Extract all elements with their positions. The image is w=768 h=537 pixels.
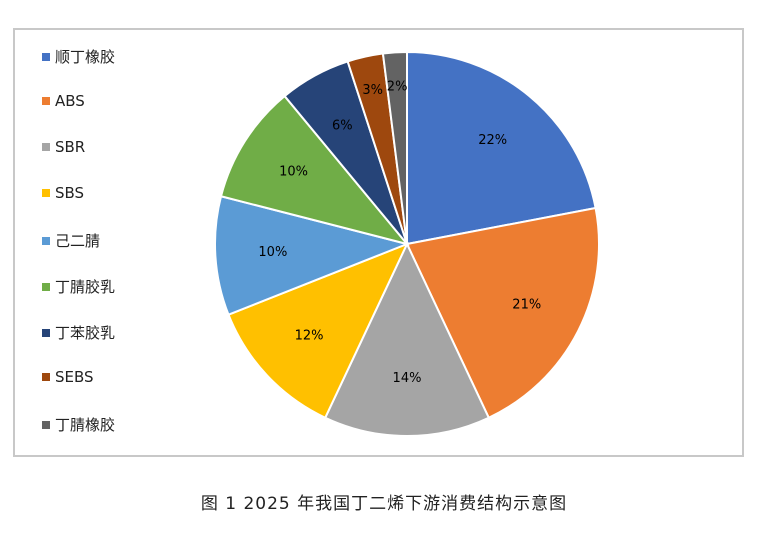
pie-chart: 22% 21% 14% 12% 10% 10% 6% 3% 2%: [214, 50, 600, 437]
legend-item-7: SEBS: [42, 368, 94, 386]
legend-label-6: 丁苯胶乳: [55, 324, 116, 342]
pie-slice-4: [214, 195, 411, 316]
slice-label-3: 12%: [295, 329, 324, 344]
legend-item-5: 丁腈胶乳: [42, 276, 115, 297]
legend-item-0: 顺丁橡胶: [42, 46, 115, 67]
pie-slice-0: [406, 50, 597, 246]
slice-label-0: 22%: [478, 133, 507, 148]
pie-slice-3: [227, 242, 409, 420]
legend-swatch-8: [42, 420, 50, 429]
legend-label-0: 顺丁橡胶: [55, 48, 116, 66]
legend-label-3: SBS: [55, 184, 85, 202]
slice-label-5: 10%: [279, 164, 308, 179]
figure-caption: 图 1 2025 年我国丁二烯下游消费结构示意图: [200, 494, 568, 514]
legend-label-8: 丁腈橡胶: [55, 416, 116, 434]
legend-item-8: 丁腈橡胶: [42, 414, 115, 435]
legend-item-4: 己二腈: [42, 230, 100, 251]
legend-label-2: SBR: [55, 138, 86, 156]
pie-slice-5: [219, 94, 410, 246]
legend-item-1: ABS: [42, 92, 85, 110]
legend-swatch-4: [42, 236, 50, 245]
chart-frame: 22% 21% 14% 12% 10% 10% 6% 3% 2% 顺丁橡胶 ABS SBR SBS 己二…: [13, 28, 744, 457]
legend-swatch-6: [42, 328, 50, 337]
slice-label-2: 14%: [393, 371, 422, 386]
pie-slice-1: [405, 206, 600, 420]
legend-label-5: 丁腈胶乳: [55, 278, 116, 296]
legend-item-3: SBS: [42, 184, 84, 202]
legend-swatch-0: [42, 52, 50, 61]
legend-label-1: ABS: [55, 92, 85, 110]
legend-label-7: SEBS: [55, 368, 94, 386]
slice-label-6: 6%: [332, 119, 353, 134]
legend-item-6: 丁苯胶乳: [42, 322, 115, 343]
slice-label-4: 10%: [258, 245, 287, 260]
legend-swatch-3: [42, 189, 50, 197]
legend-label-4: 己二腈: [55, 232, 101, 250]
pie-slice-2: [323, 241, 491, 437]
legend-swatch-1: [42, 97, 50, 105]
legend-swatch-5: [42, 282, 50, 291]
legend-swatch-2: [42, 143, 50, 151]
legend-item-2: SBR: [42, 138, 85, 156]
slice-label-1: 21%: [512, 298, 541, 313]
legend-swatch-7: [42, 373, 50, 381]
slice-label-7: 3%: [362, 83, 383, 98]
pie-slice-8: [381, 50, 408, 245]
slice-label-8: 2%: [387, 79, 408, 94]
